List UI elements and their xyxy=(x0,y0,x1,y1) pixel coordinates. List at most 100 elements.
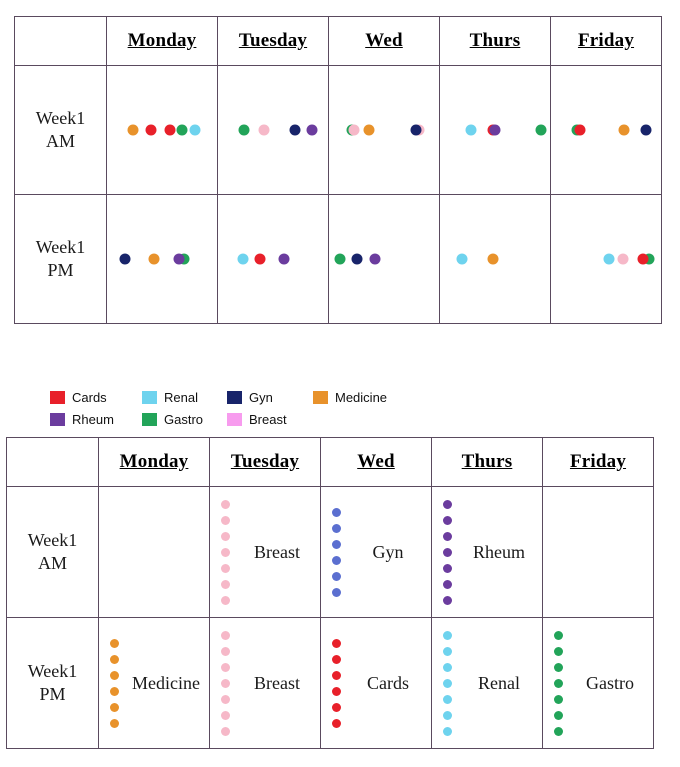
group-dot xyxy=(331,523,341,533)
header-day-monday: Monday xyxy=(106,16,218,66)
group-dot xyxy=(109,718,119,728)
group-dot xyxy=(553,662,563,672)
scatter-cell-pm-monday xyxy=(106,194,218,324)
legend-label-renal: Renal xyxy=(164,389,198,405)
table-header-row: Monday Tuesday Wed Thurs Friday xyxy=(14,16,662,66)
group-dot xyxy=(220,547,230,557)
group-cell-pm-wed: Cards xyxy=(320,617,432,749)
group-dot xyxy=(220,595,230,605)
legend-label-gastro: Gastro xyxy=(164,411,204,427)
header-label: Wed xyxy=(365,30,403,51)
scatter-dot-gyn xyxy=(640,124,652,136)
group-dot xyxy=(442,678,452,688)
group-dot xyxy=(220,563,230,573)
group-dot xyxy=(331,718,341,728)
scatter-dot-gastro xyxy=(178,253,190,265)
row-label-week1-am: Week1 AM xyxy=(6,486,99,618)
group-dot xyxy=(331,507,341,517)
scatter-dot-cards xyxy=(254,253,266,265)
group-dot xyxy=(442,515,452,525)
group-dot xyxy=(442,726,452,736)
row-label-line2: PM xyxy=(47,260,74,280)
row-label-line2: AM xyxy=(45,131,75,151)
header-label: Monday xyxy=(127,30,197,51)
scatter-dot-cards xyxy=(637,253,649,265)
group-cell-am-tuesday: Breast xyxy=(209,486,321,618)
group-cell-am-monday xyxy=(98,486,210,618)
group-cell-pm-friday: Gastro xyxy=(542,617,654,749)
scatter-cell-am-thurs xyxy=(439,65,551,195)
row-label-line1: Week1 xyxy=(27,529,78,550)
header-day-friday: Friday xyxy=(542,437,654,487)
group-dot xyxy=(109,686,119,696)
legend-label-cards: Cards xyxy=(72,389,107,405)
group-dot xyxy=(220,515,230,525)
group-cell-pm-thurs: Renal xyxy=(431,617,543,749)
scatter-dot-medicine xyxy=(148,253,160,265)
legend-item-rheum: Rheum xyxy=(50,412,142,427)
header-label: Friday xyxy=(577,30,635,51)
group-label-breast: Breast xyxy=(254,672,300,693)
group-dot xyxy=(331,670,341,680)
legend-swatch-rheum xyxy=(50,412,65,426)
header-label: Wed xyxy=(357,451,395,472)
group-dot xyxy=(220,694,230,704)
group-dot xyxy=(331,686,341,696)
header-label: Monday xyxy=(119,451,189,472)
group-dot xyxy=(553,630,563,640)
scatter-dot-gastro xyxy=(535,124,547,136)
legend-row-2: Rheum Gastro Breast xyxy=(50,408,470,430)
group-dot xyxy=(442,579,452,589)
group-dot xyxy=(331,539,341,549)
header-day-friday: Friday xyxy=(550,16,662,66)
group-dot xyxy=(331,654,341,664)
dot-column-medicine xyxy=(106,618,122,748)
group-cell-pm-monday: Medicine xyxy=(98,617,210,749)
group-label-renal: Renal xyxy=(478,672,520,693)
dot-column-renal xyxy=(439,618,455,748)
legend-label-gyn: Gyn xyxy=(249,389,273,405)
scatter-dot-renal xyxy=(465,124,477,136)
legend-item-cards: Cards xyxy=(50,390,142,405)
header-label: Tuesday xyxy=(230,451,300,472)
group-dot xyxy=(220,726,230,736)
group-label-gastro: Gastro xyxy=(586,672,634,693)
scatter-cell-am-monday xyxy=(106,65,218,195)
group-dot xyxy=(442,630,452,640)
scatter-dot-gastro xyxy=(238,124,250,136)
scatter-dot-rheum xyxy=(306,124,317,136)
group-dot xyxy=(442,531,452,541)
legend-swatch-renal xyxy=(142,390,157,404)
group-dot xyxy=(442,694,452,704)
legend-swatch-gyn xyxy=(227,390,242,404)
group-label-gyn: Gyn xyxy=(372,541,404,562)
header-day-wed: Wed xyxy=(320,437,432,487)
dot-column-gastro xyxy=(550,618,566,748)
scatter-dot-medicine xyxy=(127,124,139,136)
scatter-dot-renal xyxy=(237,253,249,265)
group-cell-am-wed: Gyn xyxy=(320,486,432,618)
group-label-cards: Cards xyxy=(367,672,409,693)
scatter-dot-gastro xyxy=(643,253,655,265)
group-dot xyxy=(442,646,452,656)
group-dot xyxy=(109,670,119,680)
group-dot xyxy=(442,563,452,573)
legend-swatch-medicine xyxy=(313,390,328,404)
scatter-cell-am-wed xyxy=(328,65,440,195)
scatter-dot-renal xyxy=(189,124,201,136)
group-dot xyxy=(442,547,452,557)
legend-item-renal: Renal xyxy=(142,390,227,405)
row-label-week1-pm: Week1 PM xyxy=(6,617,99,749)
group-dot xyxy=(331,638,341,648)
scatter-schedule-table: Monday Tuesday Wed Thurs Friday Week1 AM xyxy=(14,16,662,324)
scatter-dot-gyn xyxy=(410,124,422,136)
group-dot xyxy=(553,678,563,688)
header-day-tuesday: Tuesday xyxy=(209,437,321,487)
header-day-monday: Monday xyxy=(98,437,210,487)
header-label: Thurs xyxy=(469,30,521,51)
scatter-cell-pm-friday xyxy=(550,194,662,324)
scatter-cell-pm-thurs xyxy=(439,194,551,324)
group-dot xyxy=(109,638,119,648)
legend-label-breast: Breast xyxy=(249,411,287,427)
group-dot xyxy=(553,710,563,720)
